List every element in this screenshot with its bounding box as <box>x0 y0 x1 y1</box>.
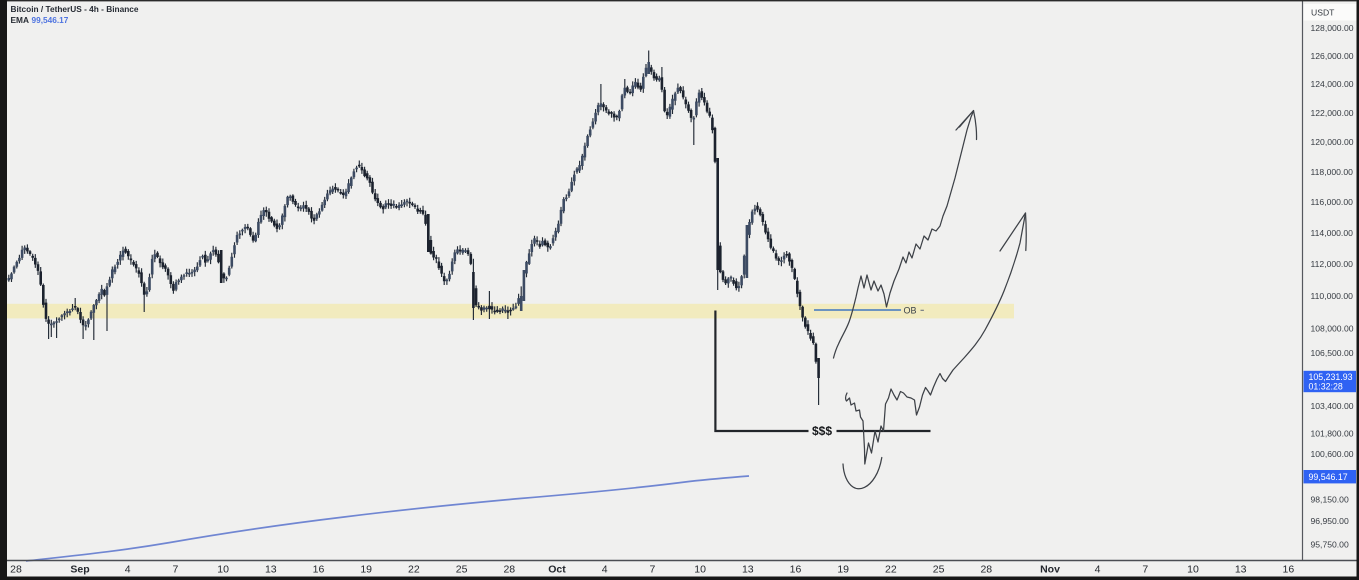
svg-text:28: 28 <box>503 564 515 576</box>
svg-text:Oct: Oct <box>548 564 566 576</box>
svg-text:110,000.00: 110,000.00 <box>1311 291 1354 301</box>
svg-text:28: 28 <box>10 564 22 576</box>
svg-text:19: 19 <box>360 564 372 576</box>
svg-text:19: 19 <box>837 564 849 576</box>
svg-text:116,000.00: 116,000.00 <box>1311 197 1354 207</box>
svg-text:7: 7 <box>172 564 178 576</box>
svg-text:122,000.00: 122,000.00 <box>1311 108 1354 118</box>
svg-text:01:32:28: 01:32:28 <box>1309 382 1343 392</box>
svg-text:$$$: $$$ <box>812 424 832 438</box>
svg-text:7: 7 <box>649 564 655 576</box>
svg-text:4: 4 <box>602 564 608 576</box>
svg-text:EMA: EMA <box>11 15 29 25</box>
svg-text:98,150.00: 98,150.00 <box>1311 495 1349 505</box>
svg-text:106,500.00: 106,500.00 <box>1311 348 1354 358</box>
svg-text:112,000.00: 112,000.00 <box>1311 259 1354 269</box>
svg-text:Sep: Sep <box>70 564 89 576</box>
svg-text:4: 4 <box>125 564 131 576</box>
svg-text:Nov: Nov <box>1040 564 1060 576</box>
svg-text:22: 22 <box>885 564 897 576</box>
svg-text:7: 7 <box>1142 564 1148 576</box>
svg-text:108,000.00: 108,000.00 <box>1311 323 1354 333</box>
svg-text:100,600.00: 100,600.00 <box>1311 449 1354 459</box>
svg-text:99,546.17: 99,546.17 <box>32 15 69 25</box>
svg-text:13: 13 <box>265 564 277 576</box>
svg-text:25: 25 <box>456 564 468 576</box>
svg-text:10: 10 <box>217 564 229 576</box>
svg-text:4: 4 <box>1095 564 1101 576</box>
svg-text:101,800.00: 101,800.00 <box>1311 429 1354 439</box>
svg-text:126,000.00: 126,000.00 <box>1311 51 1354 61</box>
svg-text:114,000.00: 114,000.00 <box>1311 228 1354 238</box>
svg-text:10: 10 <box>1187 564 1199 576</box>
svg-text:Bitcoin / TetherUS - 4h - Bina: Bitcoin / TetherUS - 4h - Binance <box>11 4 139 14</box>
svg-text:95,750.00: 95,750.00 <box>1311 540 1349 550</box>
svg-text:16: 16 <box>790 564 802 576</box>
svg-text:OB: OB <box>904 305 917 315</box>
svg-text:USDT: USDT <box>1311 8 1335 18</box>
svg-text:105,231.93: 105,231.93 <box>1309 372 1353 382</box>
svg-text:25: 25 <box>933 564 945 576</box>
svg-text:10: 10 <box>694 564 706 576</box>
svg-text:13: 13 <box>1235 564 1247 576</box>
svg-text:13: 13 <box>742 564 754 576</box>
svg-text:103,400.00: 103,400.00 <box>1311 401 1354 411</box>
svg-text:124,000.00: 124,000.00 <box>1311 79 1354 89</box>
svg-text:16: 16 <box>1283 564 1295 576</box>
svg-text:96,950.00: 96,950.00 <box>1311 516 1349 526</box>
svg-text:128,000.00: 128,000.00 <box>1311 23 1354 33</box>
svg-text:16: 16 <box>313 564 325 576</box>
svg-text:120,000.00: 120,000.00 <box>1311 137 1354 147</box>
svg-text:22: 22 <box>408 564 420 576</box>
svg-text:118,000.00: 118,000.00 <box>1311 167 1354 177</box>
svg-text:99,546.17: 99,546.17 <box>1309 472 1348 482</box>
svg-text:28: 28 <box>980 564 992 576</box>
